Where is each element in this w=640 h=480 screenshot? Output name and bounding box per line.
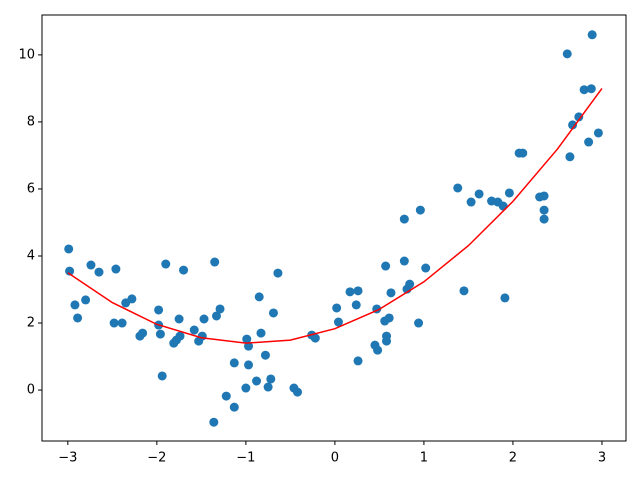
scatter-point	[574, 112, 584, 122]
scatter-point	[539, 191, 549, 201]
scatter-point	[189, 325, 199, 335]
x-tick-label: 2	[509, 451, 517, 466]
scatter-point	[353, 356, 363, 366]
scatter-point	[353, 286, 363, 296]
scatter-point	[381, 261, 391, 271]
scatter-point	[562, 49, 572, 59]
scatter-point	[421, 263, 431, 273]
scatter-point	[127, 294, 137, 304]
scatter-point	[73, 313, 83, 323]
y-tick-label: 6	[27, 181, 35, 196]
scatter-point	[211, 311, 221, 321]
scatter-point	[229, 358, 239, 368]
scatter-point	[138, 328, 148, 338]
scatter-point	[154, 305, 164, 315]
scatter-point	[399, 214, 409, 224]
x-tick-label: −3	[58, 451, 77, 466]
x-tick-label: −1	[236, 451, 255, 466]
scatter-point	[466, 197, 476, 207]
scatter-point	[94, 267, 104, 277]
scatter-point	[199, 314, 209, 324]
scatter-point	[263, 382, 273, 392]
scatter-point	[174, 314, 184, 324]
scatter-point	[81, 295, 91, 305]
scatter-point	[518, 148, 528, 158]
scatter-point	[252, 376, 262, 386]
scatter-point	[86, 260, 96, 270]
scatter-point	[382, 331, 392, 341]
y-tick-label: 10	[18, 47, 35, 62]
plot-frame	[41, 14, 627, 442]
scatter-point	[500, 293, 510, 303]
scatter-point	[384, 313, 394, 323]
scatter-point	[210, 257, 220, 267]
scatter-point	[498, 201, 508, 211]
scatter-point	[415, 205, 425, 215]
scatter-point	[215, 304, 225, 314]
scatter-point	[414, 318, 424, 328]
scatter-point	[565, 152, 575, 162]
scatter-point	[345, 287, 355, 297]
scatter-point	[459, 286, 469, 296]
scatter-point	[241, 383, 251, 393]
scatter-point	[579, 85, 589, 95]
x-tick-label: 3	[598, 451, 606, 466]
scatter-point	[539, 214, 549, 224]
scatter-point	[260, 350, 270, 360]
scatter-point	[584, 137, 594, 147]
scatter-point	[197, 331, 207, 341]
scatter-point	[242, 334, 252, 344]
x-tick-label: 1	[420, 451, 428, 466]
scatter-point	[244, 360, 254, 370]
y-tick-label: 2	[27, 316, 35, 331]
scatter-point	[332, 303, 342, 313]
scatter-point	[399, 256, 409, 266]
scatter-point	[568, 120, 578, 130]
scatter-point	[273, 268, 283, 278]
scatter-point	[405, 279, 415, 289]
scatter-point	[221, 391, 231, 401]
scatter-point	[373, 345, 383, 355]
scatter-point	[254, 292, 264, 302]
scatter-point	[310, 333, 320, 343]
y-tick-label: 4	[27, 248, 35, 263]
scatter-point	[504, 188, 514, 198]
scatter-point	[333, 317, 343, 327]
scatter-point	[244, 341, 254, 351]
scatter-point	[117, 318, 127, 328]
scatter-point	[266, 374, 276, 384]
scatter-point	[539, 205, 549, 215]
y-tick-label: 0	[27, 383, 35, 398]
scatter-point	[474, 189, 484, 199]
x-tick-label: −2	[147, 451, 166, 466]
scatter-point	[179, 265, 189, 275]
scatter-point	[293, 387, 302, 397]
scatter-point	[593, 128, 603, 138]
scatter-point	[586, 84, 596, 94]
scatter-point	[453, 183, 463, 193]
scatter-point	[161, 259, 171, 269]
scatter-point	[65, 266, 75, 276]
scatter-point	[175, 331, 185, 341]
scatter-point	[109, 318, 119, 328]
scatter-point	[386, 288, 396, 298]
scatter-point	[268, 308, 278, 318]
scatter-point	[351, 300, 361, 310]
scatter-point	[111, 264, 121, 274]
scatter-point	[229, 402, 239, 412]
scatter-point	[155, 329, 165, 339]
scatter-point	[157, 371, 167, 381]
y-tick-label: 8	[27, 114, 35, 129]
scatter-point	[256, 328, 266, 338]
x-tick-label: 0	[331, 451, 339, 466]
scatter-point	[64, 244, 74, 254]
scatter-point	[587, 30, 597, 40]
scatter-point	[209, 417, 219, 427]
scatter-point	[70, 300, 80, 310]
fit-line	[67, 87, 603, 344]
